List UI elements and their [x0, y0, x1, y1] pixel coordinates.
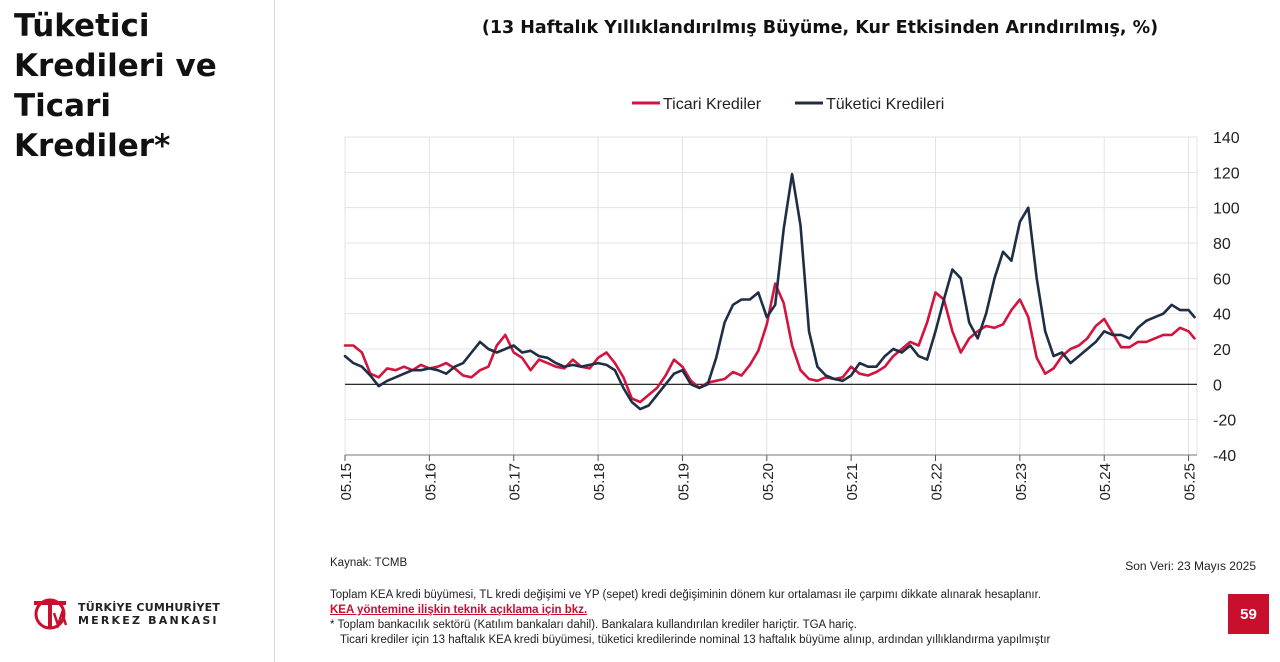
kea-method-link[interactable]: KEA yöntemine ilişkin teknik açıklama iç… [330, 604, 588, 616]
footnotes: Toplam KEA kredi büyümesi, TL kredi deği… [330, 588, 1220, 648]
x-tick-label: 05.18 [591, 463, 608, 501]
grid [344, 136, 1198, 456]
y-tick-label: 40 [1213, 307, 1231, 324]
legend-label: Ticari Krediler [663, 96, 762, 113]
source-note: Kaynak: TCMB [330, 557, 408, 569]
legend-label: Tüketici Kredileri [826, 96, 944, 113]
x-tick-label: 05.20 [760, 463, 777, 501]
series-line-ticari [343, 282, 1196, 404]
y-tick-label: 80 [1213, 236, 1231, 253]
y-tick-label: -20 [1213, 413, 1236, 430]
series-line-tuketici [343, 172, 1196, 411]
y-tick-label: 100 [1213, 201, 1240, 218]
x-tick-label: 05.16 [422, 463, 439, 501]
chart-title: (13 Haftalık Yıllıklandırılmış Büyüme, K… [481, 18, 1159, 38]
vertical-divider [274, 0, 275, 662]
x-tick-label: 05.21 [844, 463, 861, 501]
y-tick-label: 20 [1213, 342, 1231, 359]
tcmb-emblem-icon [34, 598, 68, 630]
page-number-badge: 59 [1228, 594, 1269, 634]
y-tick-label: 140 [1213, 130, 1240, 147]
legend: Ticari Krediler Tüketici Kredileri [632, 96, 944, 113]
series [343, 172, 1196, 411]
x-tick-label: 05.22 [928, 463, 945, 501]
x-tick-label: 05.24 [1097, 463, 1114, 501]
x-tick-label: 05.23 [1013, 463, 1030, 501]
x-tick-label: 05.15 [338, 463, 355, 501]
tcmb-logo: TÜRKİYE CUMHURİYET MERKEZ BANKASI [30, 595, 220, 633]
page-title: Tüketici Kredileri ve Ticari Krediler* [14, 8, 217, 164]
x-tick-label: 05.17 [507, 463, 524, 501]
logo-line-2: MERKEZ BANKASI [78, 614, 219, 627]
footnote-kea: Toplam KEA kredi büyümesi, TL kredi deği… [330, 589, 1041, 601]
footnote-method: Ticari krediler için 13 haftalık KEA kre… [340, 634, 1051, 646]
logo-line-1: TÜRKİYE CUMHURİYET [78, 601, 221, 614]
x-tick-label: 05.25 [1182, 463, 1199, 501]
last-data-note: Son Veri: 23 Mayıs 2025 [1125, 559, 1256, 573]
x-tick-label: 05.19 [675, 463, 692, 501]
y-tick-label: 0 [1213, 377, 1222, 394]
y-tick-label: 120 [1213, 165, 1240, 182]
y-tick-label: -40 [1213, 448, 1236, 465]
plot-frame [344, 136, 1198, 456]
footnote-scope: * Toplam bankacılık sektörü (Katılım ban… [330, 619, 857, 631]
y-tick-label: 60 [1213, 271, 1231, 288]
axes: 140 120 100 80 60 40 20 0 -20 -40 05.15 05.16 05.17 0… [338, 130, 1240, 501]
